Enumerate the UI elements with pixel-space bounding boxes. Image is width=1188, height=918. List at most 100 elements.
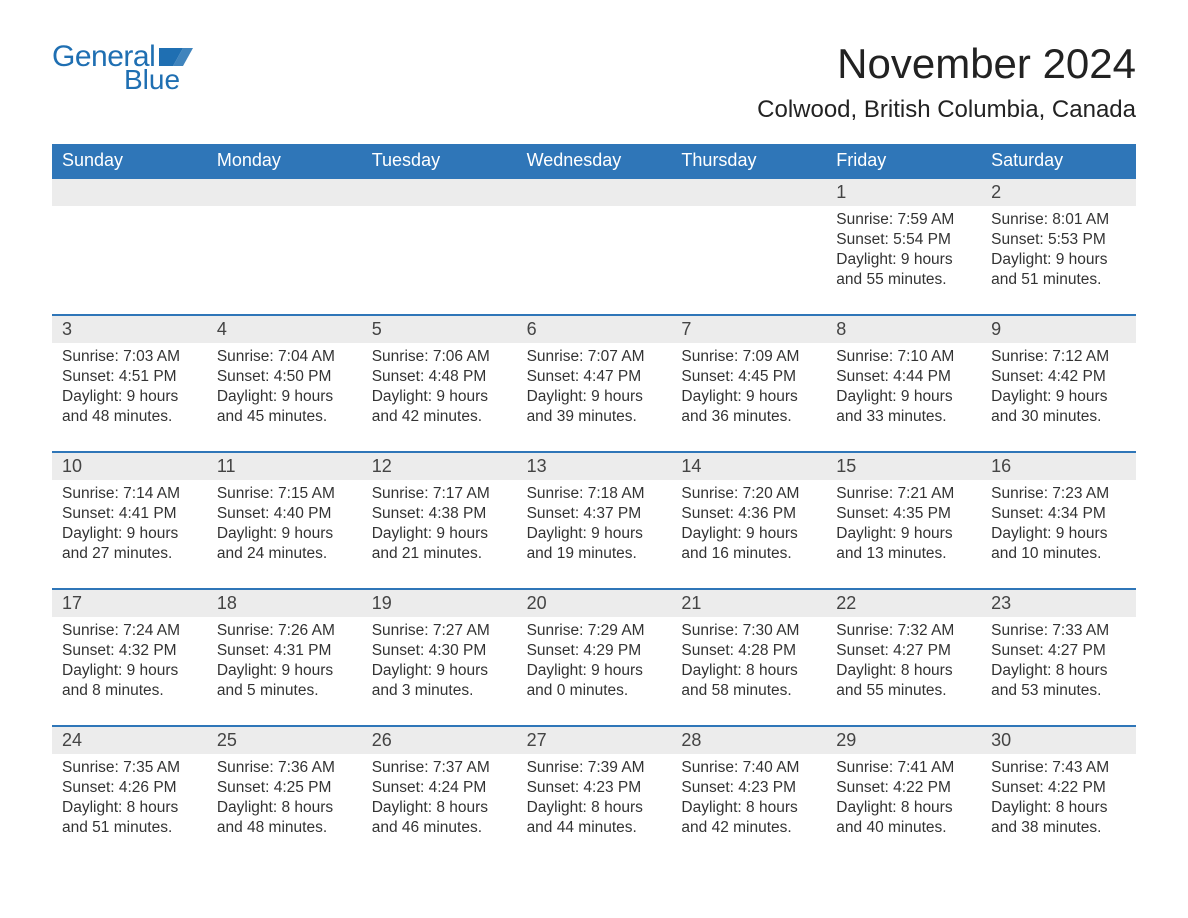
day-header: Wednesday — [517, 144, 672, 179]
sunset-text: Sunset: 4:29 PM — [527, 641, 662, 661]
day-cell: Sunrise: 7:10 AMSunset: 4:44 PMDaylight:… — [826, 343, 981, 451]
sunset-text: Sunset: 4:27 PM — [991, 641, 1126, 661]
sunset-text: Sunset: 4:47 PM — [527, 367, 662, 387]
sunset-text: Sunset: 4:34 PM — [991, 504, 1126, 524]
day-number: 27 — [517, 727, 672, 754]
day-number: 16 — [981, 453, 1136, 480]
day-header: Saturday — [981, 144, 1136, 179]
day-cell: Sunrise: 7:14 AMSunset: 4:41 PMDaylight:… — [52, 480, 207, 588]
daylight-text: Daylight: 9 hours and 30 minutes. — [991, 387, 1126, 427]
daylight-text: Daylight: 9 hours and 13 minutes. — [836, 524, 971, 564]
day-cell: Sunrise: 7:09 AMSunset: 4:45 PMDaylight:… — [671, 343, 826, 451]
day-number-row: 10111213141516 — [52, 453, 1136, 480]
daylight-text: Daylight: 9 hours and 33 minutes. — [836, 387, 971, 427]
day-cell: Sunrise: 7:41 AMSunset: 4:22 PMDaylight:… — [826, 754, 981, 862]
daylight-text: Daylight: 8 hours and 48 minutes. — [217, 798, 352, 838]
day-cell: Sunrise: 7:12 AMSunset: 4:42 PMDaylight:… — [981, 343, 1136, 451]
day-cell: Sunrise: 7:21 AMSunset: 4:35 PMDaylight:… — [826, 480, 981, 588]
day-number: 26 — [362, 727, 517, 754]
day-header: Sunday — [52, 144, 207, 179]
sunrise-text: Sunrise: 7:06 AM — [372, 347, 507, 367]
day-cell: Sunrise: 7:33 AMSunset: 4:27 PMDaylight:… — [981, 617, 1136, 725]
daylight-text: Daylight: 8 hours and 51 minutes. — [62, 798, 197, 838]
daylight-text: Daylight: 8 hours and 53 minutes. — [991, 661, 1126, 701]
daylight-text: Daylight: 9 hours and 51 minutes. — [991, 250, 1126, 290]
sunrise-text: Sunrise: 7:10 AM — [836, 347, 971, 367]
day-cell: Sunrise: 7:23 AMSunset: 4:34 PMDaylight:… — [981, 480, 1136, 588]
day-header: Tuesday — [362, 144, 517, 179]
day-number: 8 — [826, 316, 981, 343]
day-number — [207, 179, 362, 206]
calendar-week: 24252627282930Sunrise: 7:35 AMSunset: 4:… — [52, 725, 1136, 862]
daylight-text: Daylight: 9 hours and 0 minutes. — [527, 661, 662, 701]
day-number: 10 — [52, 453, 207, 480]
day-header: Monday — [207, 144, 362, 179]
sunset-text: Sunset: 4:42 PM — [991, 367, 1126, 387]
title-block: November 2024 Colwood, British Columbia,… — [757, 40, 1136, 136]
day-cell: Sunrise: 7:59 AMSunset: 5:54 PMDaylight:… — [826, 206, 981, 314]
sunrise-text: Sunrise: 7:26 AM — [217, 621, 352, 641]
sunrise-text: Sunrise: 7:18 AM — [527, 484, 662, 504]
day-number: 1 — [826, 179, 981, 206]
day-cell: Sunrise: 7:07 AMSunset: 4:47 PMDaylight:… — [517, 343, 672, 451]
daylight-text: Daylight: 8 hours and 40 minutes. — [836, 798, 971, 838]
daylight-text: Daylight: 9 hours and 27 minutes. — [62, 524, 197, 564]
sunrise-text: Sunrise: 7:12 AM — [991, 347, 1126, 367]
daylight-text: Daylight: 8 hours and 44 minutes. — [527, 798, 662, 838]
day-number: 24 — [52, 727, 207, 754]
day-cell: Sunrise: 7:17 AMSunset: 4:38 PMDaylight:… — [362, 480, 517, 588]
daylight-text: Daylight: 9 hours and 45 minutes. — [217, 387, 352, 427]
day-number: 18 — [207, 590, 362, 617]
day-number: 15 — [826, 453, 981, 480]
sunset-text: Sunset: 4:35 PM — [836, 504, 971, 524]
day-cell: Sunrise: 7:24 AMSunset: 4:32 PMDaylight:… — [52, 617, 207, 725]
sunrise-text: Sunrise: 7:37 AM — [372, 758, 507, 778]
daylight-text: Daylight: 9 hours and 5 minutes. — [217, 661, 352, 701]
sunset-text: Sunset: 4:30 PM — [372, 641, 507, 661]
daylight-text: Daylight: 8 hours and 55 minutes. — [836, 661, 971, 701]
day-cell: Sunrise: 7:04 AMSunset: 4:50 PMDaylight:… — [207, 343, 362, 451]
calendar-week: 3456789Sunrise: 7:03 AMSunset: 4:51 PMDa… — [52, 314, 1136, 451]
day-header: Friday — [826, 144, 981, 179]
sunset-text: Sunset: 4:22 PM — [991, 778, 1126, 798]
sunrise-text: Sunrise: 7:36 AM — [217, 758, 352, 778]
sunrise-text: Sunrise: 7:07 AM — [527, 347, 662, 367]
sunrise-text: Sunrise: 7:41 AM — [836, 758, 971, 778]
day-number: 19 — [362, 590, 517, 617]
sunrise-text: Sunrise: 7:29 AM — [527, 621, 662, 641]
logo-word-blue: Blue — [124, 64, 193, 96]
daylight-text: Daylight: 9 hours and 36 minutes. — [681, 387, 816, 427]
day-content-row: Sunrise: 7:59 AMSunset: 5:54 PMDaylight:… — [52, 206, 1136, 314]
day-number-row: 12 — [52, 179, 1136, 206]
sunrise-text: Sunrise: 7:15 AM — [217, 484, 352, 504]
day-cell: Sunrise: 7:36 AMSunset: 4:25 PMDaylight:… — [207, 754, 362, 862]
daylight-text: Daylight: 9 hours and 21 minutes. — [372, 524, 507, 564]
sunset-text: Sunset: 4:50 PM — [217, 367, 352, 387]
day-cell: Sunrise: 7:27 AMSunset: 4:30 PMDaylight:… — [362, 617, 517, 725]
day-cell: Sunrise: 7:20 AMSunset: 4:36 PMDaylight:… — [671, 480, 826, 588]
sunset-text: Sunset: 4:37 PM — [527, 504, 662, 524]
daylight-text: Daylight: 8 hours and 46 minutes. — [372, 798, 507, 838]
day-number: 29 — [826, 727, 981, 754]
sunrise-text: Sunrise: 7:30 AM — [681, 621, 816, 641]
day-number: 28 — [671, 727, 826, 754]
day-cell: Sunrise: 7:39 AMSunset: 4:23 PMDaylight:… — [517, 754, 672, 862]
daylight-text: Daylight: 8 hours and 42 minutes. — [681, 798, 816, 838]
day-number-row: 3456789 — [52, 316, 1136, 343]
day-cell — [52, 206, 207, 314]
calendar-week: 17181920212223Sunrise: 7:24 AMSunset: 4:… — [52, 588, 1136, 725]
day-cell: Sunrise: 7:29 AMSunset: 4:29 PMDaylight:… — [517, 617, 672, 725]
day-number — [52, 179, 207, 206]
day-number: 9 — [981, 316, 1136, 343]
day-number: 3 — [52, 316, 207, 343]
daylight-text: Daylight: 9 hours and 55 minutes. — [836, 250, 971, 290]
daylight-text: Daylight: 9 hours and 3 minutes. — [372, 661, 507, 701]
day-number: 2 — [981, 179, 1136, 206]
day-cell: Sunrise: 8:01 AMSunset: 5:53 PMDaylight:… — [981, 206, 1136, 314]
sunset-text: Sunset: 4:40 PM — [217, 504, 352, 524]
sunset-text: Sunset: 4:22 PM — [836, 778, 971, 798]
daylight-text: Daylight: 8 hours and 58 minutes. — [681, 661, 816, 701]
calendar-header-row: SundayMondayTuesdayWednesdayThursdayFrid… — [52, 144, 1136, 179]
day-content-row: Sunrise: 7:24 AMSunset: 4:32 PMDaylight:… — [52, 617, 1136, 725]
day-cell: Sunrise: 7:15 AMSunset: 4:40 PMDaylight:… — [207, 480, 362, 588]
